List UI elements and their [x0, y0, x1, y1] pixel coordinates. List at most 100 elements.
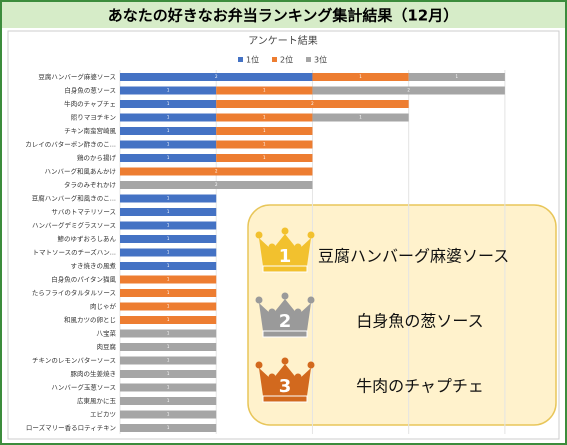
data-label: 1	[263, 88, 266, 93]
bar-segment	[120, 167, 313, 176]
data-label: 1	[167, 304, 170, 309]
data-label: 1	[359, 74, 362, 79]
podium-name: 豆腐ハンバーグ麻婆ソース	[318, 247, 509, 266]
data-label: 1	[167, 250, 170, 255]
crown-jewel	[307, 296, 315, 304]
crown-band	[262, 330, 308, 338]
crown-jewel	[281, 227, 289, 235]
bar-segment	[120, 181, 313, 189]
y-tick-label: 鯵のゆずおろしあん	[58, 234, 117, 243]
bar-segment	[120, 194, 217, 203]
legend-swatch	[238, 57, 243, 62]
data-label: 1	[167, 331, 170, 336]
crown-jewel	[294, 308, 302, 316]
crown-jewel	[307, 231, 315, 239]
bar-segment	[120, 410, 217, 419]
bar-segment	[120, 154, 217, 162]
y-tick-label: 豚肉の生姜焼き	[71, 369, 117, 378]
crown-shape	[259, 364, 311, 396]
data-label: 1	[167, 385, 170, 390]
crown-jewel	[255, 361, 263, 369]
y-tick-label: 豆腐ハンバーグ和風きのこ...	[32, 194, 116, 203]
bar-segment	[216, 140, 313, 149]
y-tick-label: トマトソースのチーズハン...	[32, 248, 116, 257]
data-label: 1	[167, 398, 170, 403]
bar-segment	[120, 140, 217, 149]
y-tick-label: すき焼きの風煮	[71, 261, 117, 270]
header-title: あなたの好きなお弁当ランキング集計結果（12月）	[108, 7, 458, 25]
crown-rank: 2	[279, 311, 292, 332]
bar-segment	[216, 100, 409, 108]
data-label: 2	[215, 182, 218, 187]
data-label: 1	[167, 344, 170, 349]
crown-rank: 1	[279, 246, 292, 267]
data-label: 1	[167, 196, 170, 201]
bar-segment	[120, 235, 217, 243]
y-tick-label: ハンバーグ和風あんかけ	[45, 167, 117, 176]
bar-segment	[216, 113, 313, 122]
bar-segment	[120, 262, 217, 270]
data-label: 1	[263, 155, 266, 160]
data-label: 1	[263, 128, 266, 133]
y-tick-label: 豆腐ハンバーグ麻婆ソース	[38, 72, 116, 81]
bar-segment	[312, 86, 505, 95]
crown-band	[262, 265, 308, 273]
crown-jewel	[268, 243, 276, 251]
bar-segment	[120, 424, 217, 432]
data-label: 1	[167, 236, 170, 241]
bar-segment	[120, 370, 217, 378]
data-label: 1	[167, 128, 170, 133]
crown-jewel	[307, 361, 315, 369]
y-tick-label: チキン南蛮宮崎風	[64, 126, 116, 135]
data-label: 1	[359, 115, 362, 120]
bar-segment	[216, 154, 313, 162]
bar-segment	[312, 73, 409, 81]
crown-rank: 3	[279, 376, 292, 397]
y-tick-label: ハンバーグデミグラスソース	[32, 221, 116, 230]
bar-segment	[216, 127, 313, 135]
y-tick-label: 八宝菜	[97, 329, 117, 338]
bar-segment	[120, 113, 217, 122]
y-tick-label: サバのトマテリソース	[51, 208, 116, 216]
data-label: 2	[215, 169, 218, 174]
legend-label: 2位	[280, 55, 293, 65]
crown: 2	[255, 292, 315, 338]
y-tick-label: たらフライのタルタルソース	[32, 288, 116, 297]
y-tick-label: 肉豆腐	[97, 342, 117, 351]
y-tick-label: 鶏のから揚げ	[77, 153, 117, 162]
bar-segment	[120, 302, 217, 311]
crown-jewel	[281, 357, 289, 365]
y-tick-label: エビカツ	[90, 410, 116, 419]
bar-segment	[408, 73, 505, 81]
data-label: 1	[167, 115, 170, 120]
legend-swatch	[306, 57, 311, 62]
bar-segment	[120, 316, 217, 324]
crown-shape	[259, 234, 311, 266]
data-label: 1	[167, 142, 170, 147]
crown-jewel	[255, 296, 263, 304]
data-label: 1	[167, 209, 170, 214]
data-label: 1	[167, 371, 170, 376]
data-label: 1	[167, 101, 170, 106]
bar-segment	[120, 275, 217, 284]
data-label: 1	[167, 290, 170, 295]
bar-segment	[120, 356, 217, 365]
header-bg	[2, 2, 565, 28]
bar-segment	[120, 73, 313, 81]
legend-label: 3位	[314, 55, 327, 65]
crown-jewel	[281, 292, 289, 300]
data-label: 2	[311, 101, 314, 106]
bar-segment	[120, 343, 217, 351]
crown-jewel	[294, 243, 302, 251]
data-label: 2	[215, 74, 218, 79]
bar-segment	[120, 383, 217, 392]
crown-jewel	[255, 231, 263, 239]
y-tick-label: カレイのバターポン酢きのこ...	[25, 140, 116, 149]
bar-segment	[120, 289, 217, 297]
y-tick-label: チキンのレモンバターソース	[32, 356, 116, 365]
y-tick-label: 照りマヨチキン	[71, 114, 116, 122]
crown-jewel	[268, 373, 276, 381]
crown-band	[262, 395, 308, 403]
